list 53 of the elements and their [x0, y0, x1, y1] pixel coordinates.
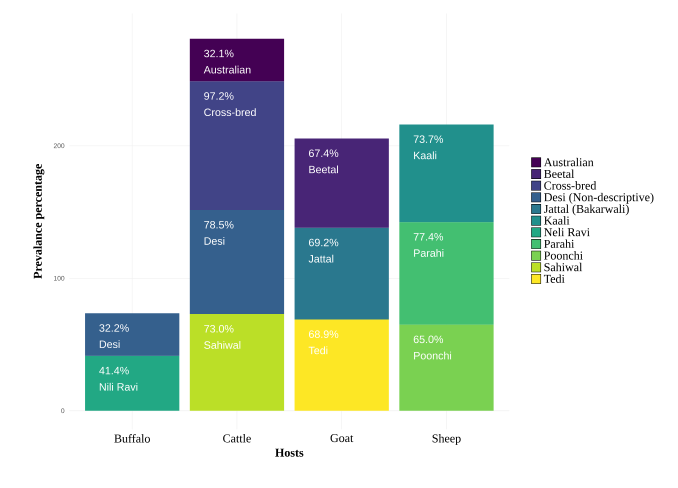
annotation: Kaali [414, 151, 436, 160]
x-tick-label: Cattle [223, 434, 251, 442]
data-label: 97.2% [204, 92, 234, 100]
bar [399, 124, 494, 222]
annotation: Sahiwal [204, 340, 240, 349]
annotation: Cross-bred [204, 108, 256, 116]
bar [190, 38, 284, 82]
legend-label: Jattal (Bakarwali) [544, 204, 629, 216]
bar [85, 356, 180, 411]
legend-label: Cross-bred [544, 181, 596, 190]
x-tick-label: Buffalo [114, 434, 150, 443]
data-label: 32.2% [99, 324, 129, 332]
annotation: Nili Ravi [100, 382, 138, 391]
bar [190, 81, 284, 210]
annotation: Poonchi [414, 352, 452, 360]
bar [190, 210, 284, 314]
x-tick-label: Sheep [432, 434, 461, 445]
annotation: Tedi [308, 346, 328, 354]
annotation: Jattal [308, 254, 334, 263]
bar [294, 319, 389, 411]
data-label: 73.7% [414, 135, 444, 143]
legend-label: Neli Ravi [544, 228, 590, 236]
y-axis-title: Prevalance percentage [33, 164, 44, 279]
annotation: Australian [204, 66, 250, 74]
legend-label: Tedi [544, 274, 565, 283]
annotation: Desi [100, 340, 120, 348]
data-label: 69.2% [309, 238, 338, 246]
data-label: 67.4% [309, 149, 338, 157]
legend-label: Kaali [544, 216, 570, 225]
legend-label: Sahiwal [544, 262, 582, 272]
x-axis-title: Hosts [275, 448, 304, 457]
bar [85, 313, 180, 356]
bar [294, 138, 389, 228]
legend-label: Desi (Non-descriptive) [544, 192, 654, 204]
legend-label: Beetal [544, 170, 574, 178]
annotation: Desi [204, 236, 224, 245]
bar [399, 222, 494, 325]
annotation: Beetal [309, 165, 338, 174]
bar [190, 314, 284, 411]
legend-label: Australian [544, 158, 594, 166]
data-label: 78.5% [204, 220, 234, 229]
data-label: 77.4% [414, 233, 444, 241]
data-label: 32.1% [204, 50, 234, 58]
annotation: Parahi [414, 249, 444, 257]
x-tick-label: Goat [330, 434, 354, 442]
data-label: 65.0% [414, 336, 444, 344]
bar [294, 228, 389, 320]
legend-label: Poonchi [544, 251, 583, 260]
data-label: 73.0% [204, 324, 234, 333]
data-label: 68.9% [309, 330, 338, 338]
data-label: 41.4% [99, 366, 129, 374]
bar [399, 324, 494, 411]
legend-label: Parahi [544, 239, 574, 248]
